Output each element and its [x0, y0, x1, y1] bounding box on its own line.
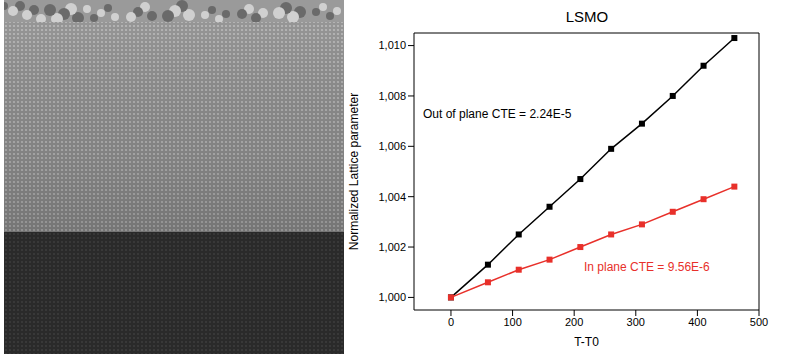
html-text:Out of plane CTE = 2.24E-5: Out of plane CTE = 2.24E-5: [423, 107, 572, 121]
html-text:In plane CTE = 9.56E-6: In plane CTE = 9.56E-6: [584, 260, 710, 274]
svg-text:1,010: 1,010: [378, 39, 406, 51]
svg-text:1,002: 1,002: [378, 241, 406, 253]
svg-text:500: 500: [750, 316, 768, 328]
svg-text:400: 400: [688, 316, 706, 328]
html-text:LSMO: LSMO: [565, 8, 609, 25]
svg-text:1,006: 1,006: [378, 140, 406, 152]
svg-text:T-T0: T-T0: [574, 335, 599, 349]
svg-text:Normalized Lattice parameter: Normalized Lattice parameter: [348, 93, 361, 250]
svg-text:300: 300: [627, 316, 645, 328]
svg-text:0: 0: [448, 316, 454, 328]
svg-text:200: 200: [565, 316, 583, 328]
svg-text:1,008: 1,008: [378, 90, 406, 102]
svg-text:1,004: 1,004: [378, 191, 406, 203]
svg-text:100: 100: [503, 316, 521, 328]
svg-text:1,000: 1,000: [378, 291, 406, 303]
